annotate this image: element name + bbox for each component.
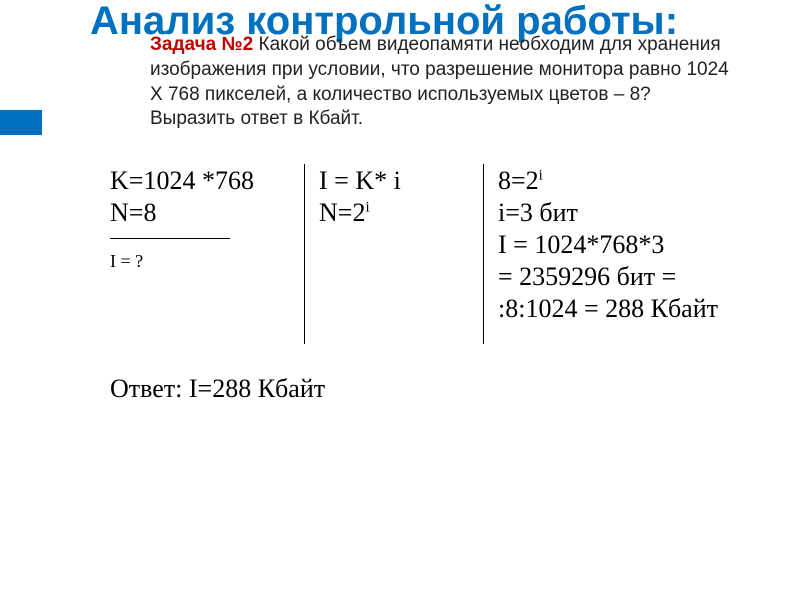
calc-line: I = 1024*768*3 — [498, 230, 758, 260]
calc-line: i=3 бит — [498, 198, 758, 228]
formula-base: N=2 — [319, 198, 365, 227]
given-column: K=1024 *768 N=8 I = ? — [110, 164, 304, 274]
given-line: N=8 — [110, 198, 290, 228]
divider-line — [110, 238, 230, 239]
problem-label: Задача №2 — [150, 34, 253, 55]
calc-line: 8=2i — [498, 166, 758, 196]
formula-column: I = K* i N=2i — [305, 164, 483, 230]
calc-column: 8=2i i=3 бит I = 1024*768*3 = 2359296 би… — [484, 164, 772, 326]
formula-line: I = K* i — [319, 166, 469, 196]
solution-columns: K=1024 *768 N=8 I = ? I = K* i N=2i 8=2i… — [110, 164, 780, 344]
problem-statement: Задача №2 Какой объем видеопамяти необхо… — [0, 33, 800, 132]
formula-line: N=2i — [319, 198, 469, 228]
solution-area: K=1024 *768 N=8 I = ? I = K* i N=2i 8=2i… — [0, 164, 800, 404]
given-line: K=1024 *768 — [110, 166, 290, 196]
calc-line: = 2359296 бит = — [498, 262, 758, 292]
calc-line: :8:1024 = 288 Кбайт — [498, 294, 758, 324]
find-line: I = ? — [110, 251, 290, 272]
formula-sup: i — [365, 199, 369, 215]
calc-sup: i — [539, 167, 543, 183]
calc-base: 8=2 — [498, 166, 539, 195]
answer-line: Ответ: I=288 Кбайт — [110, 374, 780, 404]
accent-bar — [0, 110, 42, 135]
